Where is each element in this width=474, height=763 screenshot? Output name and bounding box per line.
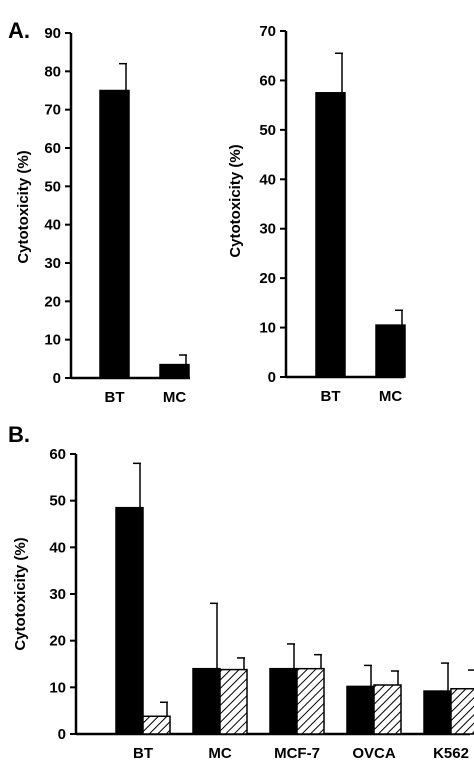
y-tick-label: 30 — [49, 586, 66, 603]
y-tick-label: 40 — [49, 539, 66, 556]
x-tick-label: BT — [133, 745, 153, 762]
y-tick-label: 50 — [44, 178, 61, 195]
panel-label-a: A. — [8, 18, 30, 43]
x-tick-label: MC — [379, 388, 402, 405]
panel-label-b: B. — [8, 422, 30, 447]
y-tick-label: 20 — [259, 270, 276, 287]
y-axis-title: Cytotoxicity (%) — [12, 537, 29, 650]
bar — [450, 687, 474, 735]
x-tick-label: BT — [105, 389, 125, 406]
y-tick-label: 10 — [44, 332, 61, 349]
y-tick-label: 20 — [44, 293, 61, 310]
y-tick-label: 30 — [259, 221, 276, 238]
bar — [269, 667, 298, 735]
y-tick-label: 60 — [44, 140, 61, 157]
bar — [115, 506, 144, 735]
y-tick-label: 60 — [49, 446, 66, 463]
bar — [296, 667, 325, 735]
bar — [99, 89, 130, 379]
y-tick-label: 40 — [259, 171, 276, 188]
bar — [219, 668, 248, 735]
y-tick-label: 50 — [49, 493, 66, 510]
x-tick-label: K562 — [433, 745, 469, 762]
bar — [315, 92, 346, 378]
y-tick-label: 60 — [259, 72, 276, 89]
y-tick-label: 0 — [58, 726, 66, 743]
y-tick-label: 30 — [44, 255, 61, 272]
bar — [192, 667, 221, 735]
chart-a-right: Cytotoxicity (%) 0 10 20 30 40 50 60 70 BT MC — [227, 23, 406, 405]
x-tick-label: BT — [321, 388, 341, 405]
y-tick-label: 0 — [53, 370, 61, 387]
y-tick-label: 70 — [44, 102, 61, 119]
chart-a-left: Cytotoxicity (%) 0 10 20 30 40 50 60 70 80 90 BT MC — [15, 25, 190, 406]
bar — [423, 690, 452, 735]
bar — [373, 684, 402, 735]
x-tick-label: OVCA — [352, 745, 396, 762]
y-tick-label: 10 — [259, 320, 276, 337]
x-tick-label: MC — [208, 745, 231, 762]
y-tick-label: 90 — [44, 25, 61, 42]
y-tick-label: 0 — [268, 369, 276, 386]
y-tick-label: 20 — [49, 633, 66, 650]
y-tick-label: 10 — [49, 679, 66, 696]
bar — [159, 363, 190, 379]
y-axis-title: Cytotoxicity (%) — [227, 144, 244, 257]
x-tick-label: MCF-7 — [274, 745, 320, 762]
bar — [346, 685, 375, 735]
y-tick-label: 40 — [44, 217, 61, 234]
y-tick-label: 50 — [259, 122, 276, 139]
chart-b: Cytotoxicity (%) 0 10 20 30 40 50 60 BT MC MCF-7 O… — [12, 446, 474, 762]
bar — [375, 324, 406, 378]
bar — [142, 715, 171, 735]
y-tick-label: 80 — [44, 63, 61, 80]
x-tick-label: MC — [163, 389, 186, 406]
y-axis-title: Cytotoxicity (%) — [15, 150, 32, 263]
y-tick-label: 70 — [259, 23, 276, 40]
